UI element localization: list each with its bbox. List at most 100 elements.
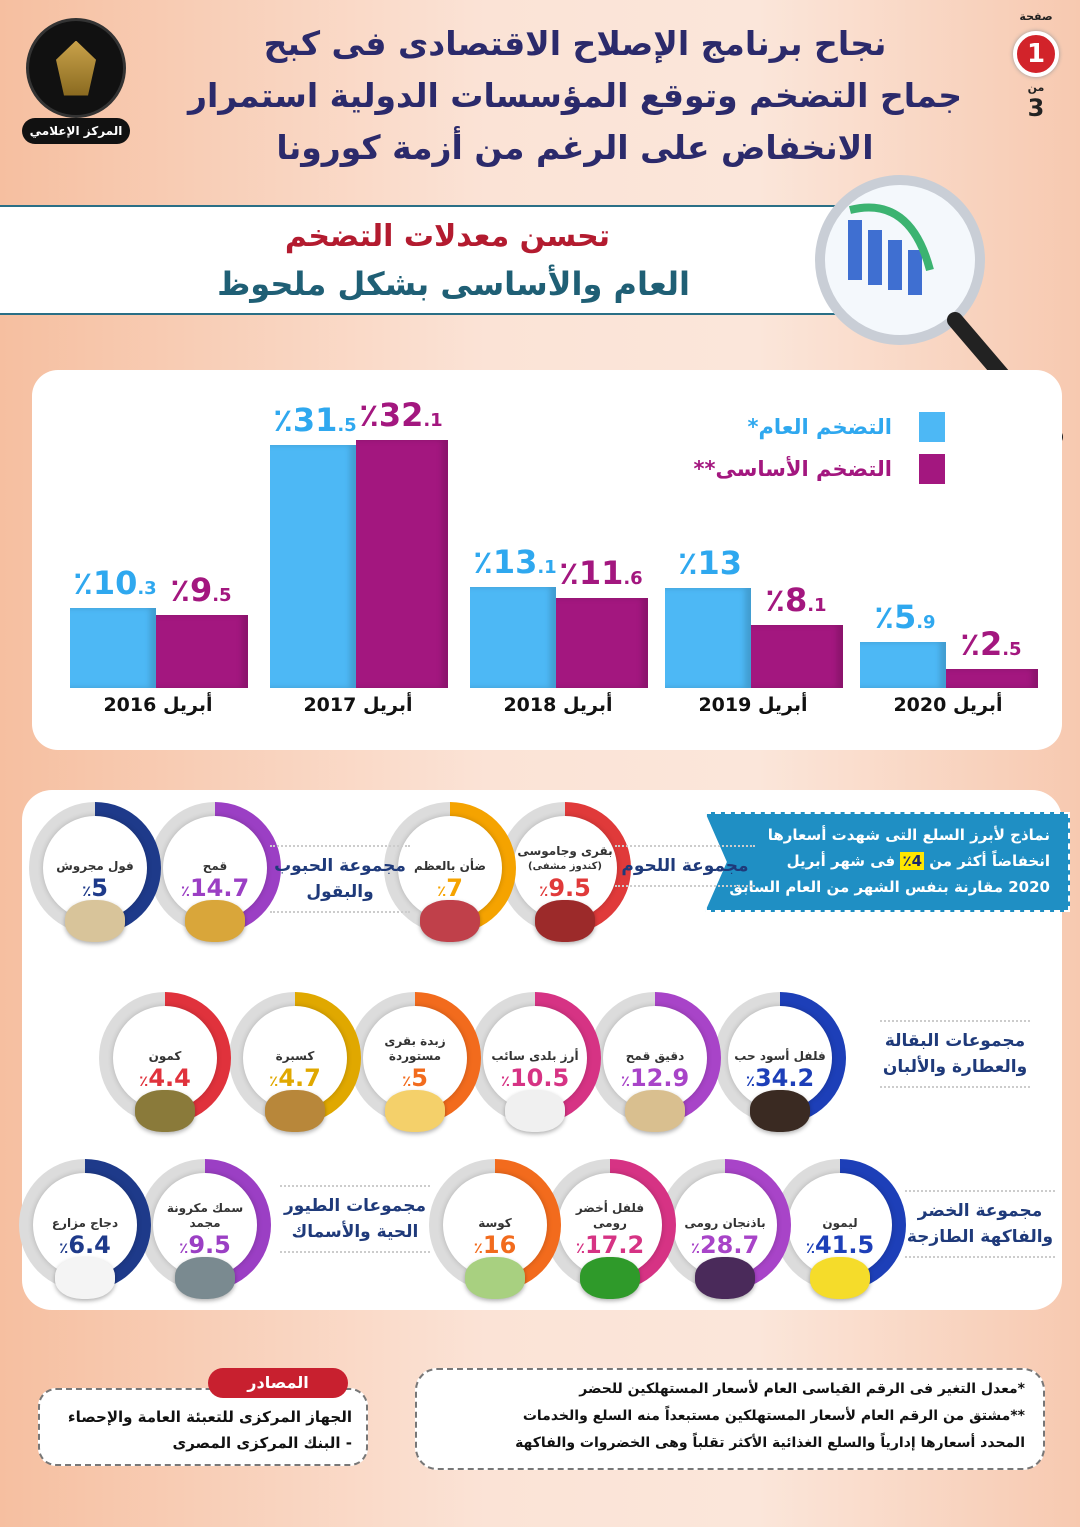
percent-sign: ٪ [690,1239,700,1257]
food-value-number: 10.5 [509,1064,570,1092]
food-value-number: 12.9 [629,1064,690,1092]
chicken-icon [55,1257,115,1299]
food-name: ليمون [788,1187,892,1231]
percent-sign: ٪ [539,882,549,900]
percent-sign: ٪ [805,1239,815,1257]
percent-sign: ٪ [575,1239,585,1257]
food-name-text: بقرى وجاموسى [517,844,613,858]
food-value-number: 5 [411,1064,428,1092]
eggplant-icon [695,1257,755,1299]
food-value-number: 14.7 [189,874,250,902]
food-item-chicken: دجاج مزارع ٪6.4 [19,1159,151,1299]
food-value: ٪6.4 [33,1231,137,1259]
food-item-cumin: كمون ٪4.4 [99,992,231,1132]
source-2: - البنك المركزى المصرى [172,1434,352,1452]
food-item-lemon: ليمون ٪41.5 [774,1159,906,1299]
subtitle-line-2: العام والأساسى بشكل ملحوظ [217,265,690,303]
food-value: ٪16 [443,1231,547,1259]
value-label: ٪8.1 [765,581,827,620]
food-value-number: 9.5 [188,1231,231,1259]
food-value-number: 4.7 [278,1064,321,1092]
x-axis-label: أبريل 2017 [303,694,413,716]
value-label: ٪2.5 [960,624,1022,663]
food-name-text: سمك مكرونة مجمد [166,1201,244,1230]
food-name-text: قمح [202,859,228,873]
page-current: 1 [1013,31,1059,77]
bar-core-1 [356,440,448,688]
x-axis-label: أبريل 2020 [893,694,1003,716]
percent-sign: ٪ [139,1072,149,1090]
lamb-icon [420,900,480,942]
items-intro-ribbon: نماذج لأبرز السلع التى شهدت أسعارها انخف… [705,812,1070,912]
x-axis-label: أبريل 2018 [503,694,613,716]
food-name-text: فلفل أسود حب [734,1049,826,1063]
ribbon-text: انخفاضاً أكثر من [929,852,1050,870]
food-name-text: زبدة بقرى مستوردة [384,1034,446,1063]
eagle-emblem [26,18,126,118]
food-name: فول مجروش [43,830,147,874]
page-label: صفحة [1019,10,1053,23]
food-name: سمك مكرونة مجمد [153,1187,257,1231]
title-line-1: نجاح برنامج الإصلاح الاقتصادى فى كبح [263,24,887,63]
legend-swatch-headline [919,412,945,442]
crushed-beans-icon [65,900,125,942]
black-pepper-icon [750,1090,810,1132]
food-name: أرز بلدى سائب [483,1020,587,1064]
food-name: باذنجان رومى [673,1187,777,1231]
legend-core-inflation: التضخم الأساسى** [693,457,893,481]
eagle-icon [56,40,96,96]
page-title: نجاح برنامج الإصلاح الاقتصادى فى كبح جما… [150,18,1000,174]
food-name-text: ليمون [822,1216,858,1230]
food-value-number: 41.5 [814,1231,875,1259]
group-label: مجموعة اللحوم [615,845,755,887]
percent-sign: ٪ [620,1072,630,1090]
zucchini-icon [465,1257,525,1299]
food-name-text: باذنجان رومى [684,1216,766,1230]
bar-core-2 [556,598,648,688]
food-name-text: أرز بلدى سائب [491,1049,579,1063]
value-label: ٪32.1 [359,396,443,434]
food-name-text: فلفل أخضر رومى [575,1201,645,1230]
food-value: ٪4.7 [243,1064,347,1092]
food-value: ٪5 [363,1064,467,1092]
value-label: ٪5.9 [874,598,936,637]
food-value: ٪34.2 [728,1064,832,1092]
food-item-lamb: ضأن بالعظم ٪7 [384,802,516,942]
bar-headline-2 [470,586,556,688]
food-value: ٪4.4 [113,1064,217,1092]
green-pepper-icon [580,1257,640,1299]
food-item-butter: زبدة بقرى مستوردة ٪5 [349,992,481,1132]
page-total: 3 [1027,94,1045,122]
page-of: من [1027,81,1045,94]
fish-icon [175,1257,235,1299]
food-name: دقيق قمح [603,1020,707,1064]
x-axis-label: أبريل 2016 [103,694,213,716]
bar-core-0 [156,614,248,688]
group-label: مجموعة الحبوب والبقول [270,845,410,913]
ribbon-line-2: انخفاضاً أكثر من 4٪ فى شهر أبريل [725,848,1050,874]
food-name: قمح [163,830,267,874]
cabinet-media-center-logo: المركز الإعلامي [22,18,130,148]
food-item-wheat: قمح ٪14.7 [149,802,281,942]
food-note: (كندوز مشفى) [528,861,602,872]
ribbon-line-1: نماذج لأبرز السلع التى شهدت أسعارها [767,826,1050,844]
food-item-eggplant: باذنجان رومى ٪28.7 [659,1159,791,1299]
food-value: ٪5 [43,874,147,902]
footnotes: *معدل التغير فى الرقم القياسى العام لأسع… [415,1368,1045,1470]
food-value: ٪41.5 [788,1231,892,1259]
food-item-green-pepper: فلفل أخضر رومى ٪17.2 [544,1159,676,1299]
food-name: فلفل أخضر رومى [558,1187,662,1231]
food-value: ٪28.7 [673,1231,777,1259]
food-name-text: كمون [148,1049,182,1063]
food-value: ٪14.7 [163,874,267,902]
food-name: كسبرة [243,1020,347,1064]
section-subtitle: تحسن معدلات التضخم العام والأساسى بشكل م… [0,205,840,315]
value-label: ٪31.5 [273,400,357,439]
coriander-icon [265,1090,325,1132]
ribbon-line-3: 2020 مقارنة بنفس الشهر من العام السابق [729,878,1050,896]
value-label: ٪11.6 [559,554,643,593]
food-name-text: دجاج مزارع [51,1216,119,1230]
food-value-number: 6.4 [68,1231,111,1259]
rice-icon [505,1090,565,1132]
percent-sign: ٪ [269,1072,279,1090]
